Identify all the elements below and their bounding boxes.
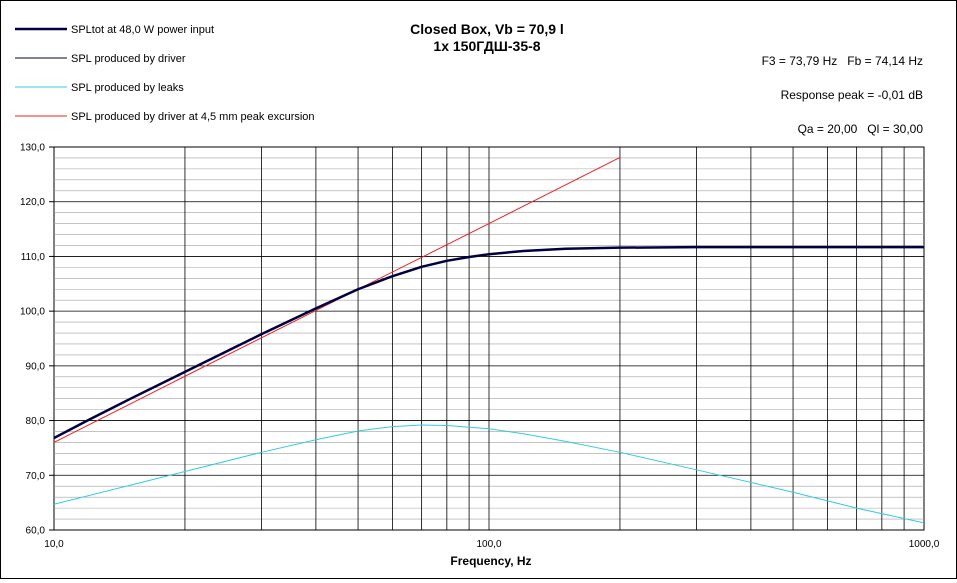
- y-tick-label: 130,0: [20, 143, 45, 154]
- series-layer: [54, 156, 924, 524]
- series-spltot: [54, 245, 924, 440]
- y-tick-label: 90,0: [26, 361, 46, 372]
- x-axis: 10,0 100,0 1000,0: [44, 539, 939, 550]
- x-axis-label: Frequency, Hz: [450, 554, 531, 568]
- y-tick-label: 110,0: [21, 252, 46, 263]
- legend-label-excursion: SPL produced by driver at 4,5 mm peak ex…: [71, 111, 315, 123]
- x-tick-label: 10,0: [44, 539, 64, 550]
- legend-label-leaks: SPL produced by leaks: [71, 82, 184, 94]
- info-qa-ql: Qa = 20,00 Ql = 30,00: [798, 122, 924, 136]
- y-tick-label: 60,0: [26, 526, 46, 537]
- grid: [54, 147, 924, 530]
- y-tick-label: 80,0: [26, 416, 46, 427]
- legend-label-driver: SPL produced by driver: [71, 53, 186, 65]
- y-tick-label: 100,0: [20, 307, 45, 318]
- y-axis: 60,0 70,0 80,0 90,0 100,0 110,0 120,0 130,0: [20, 143, 54, 537]
- series-leaks: [54, 424, 924, 524]
- x-tick-label: 1000,0: [909, 539, 940, 550]
- y-tick-label: 120,0: [20, 197, 45, 208]
- chart-subtitle: 1x 150ГДШ-35-8: [433, 38, 540, 54]
- info-response-peak: Response peak = -0,01 dB: [781, 88, 923, 102]
- chart-title: Closed Box, Vb = 70,9 l: [410, 21, 564, 37]
- x-tick-label: 100,0: [476, 539, 501, 550]
- legend-label-spltot: SPLtot at 48,0 W power input: [71, 24, 214, 36]
- legend: SPLtot at 48,0 W power input SPL produce…: [15, 24, 315, 123]
- y-tick-label: 70,0: [26, 471, 46, 482]
- info-f3-fb: F3 = 73,79 Hz Fb = 74,14 Hz: [762, 54, 923, 68]
